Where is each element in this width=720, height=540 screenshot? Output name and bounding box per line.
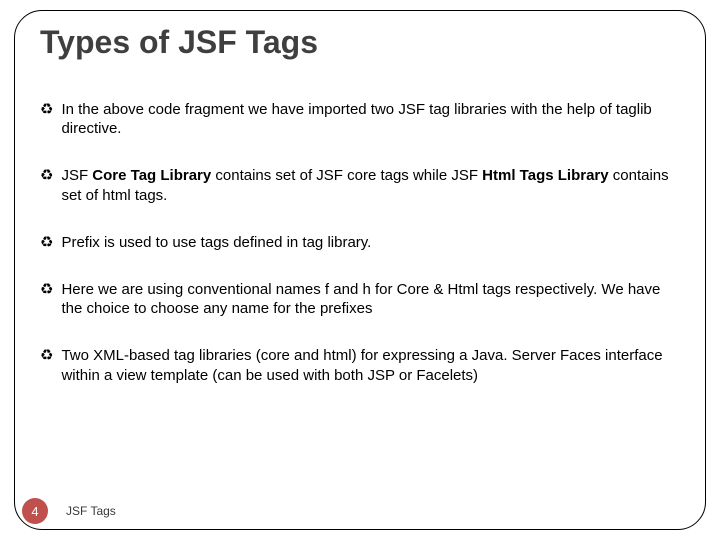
- slide: Types of JSF Tags ♻ In the above code fra…: [0, 0, 720, 540]
- bullet-icon: ♻: [40, 100, 53, 119]
- bullet-item: ♻ Prefix is used to use tags defined in t…: [40, 233, 678, 252]
- slide-title: Types of JSF Tags: [40, 24, 680, 61]
- bullet-text: Two XML-based tag libraries (core and ht…: [61, 346, 678, 384]
- bullet-icon: ♻: [40, 233, 53, 252]
- bullet-item: ♻ In the above code fragment we have impo…: [40, 100, 678, 138]
- bullet-text: Prefix is used to use tags defined in ta…: [61, 233, 678, 252]
- footer-text: JSF Tags: [66, 504, 116, 518]
- slide-number-badge: 4: [22, 498, 48, 524]
- bullet-list: ♻ In the above code fragment we have impo…: [40, 100, 678, 385]
- bullet-icon: ♻: [40, 280, 53, 299]
- bullet-item: ♻ Two XML-based tag libraries (core and h…: [40, 346, 678, 384]
- bullet-item: ♻ Here we are using conventional names f …: [40, 280, 678, 318]
- footer: 4 JSF Tags: [22, 498, 116, 524]
- bullet-item: ♻ JSF Core Tag Library contains set of JS…: [40, 166, 678, 204]
- bullet-icon: ♻: [40, 346, 53, 365]
- bullet-text: JSF Core Tag Library contains set of JSF…: [61, 166, 678, 204]
- bullet-icon: ♻: [40, 166, 53, 185]
- bullet-text: In the above code fragment we have impor…: [61, 100, 678, 138]
- bullet-text: Here we are using conventional names f a…: [61, 280, 678, 318]
